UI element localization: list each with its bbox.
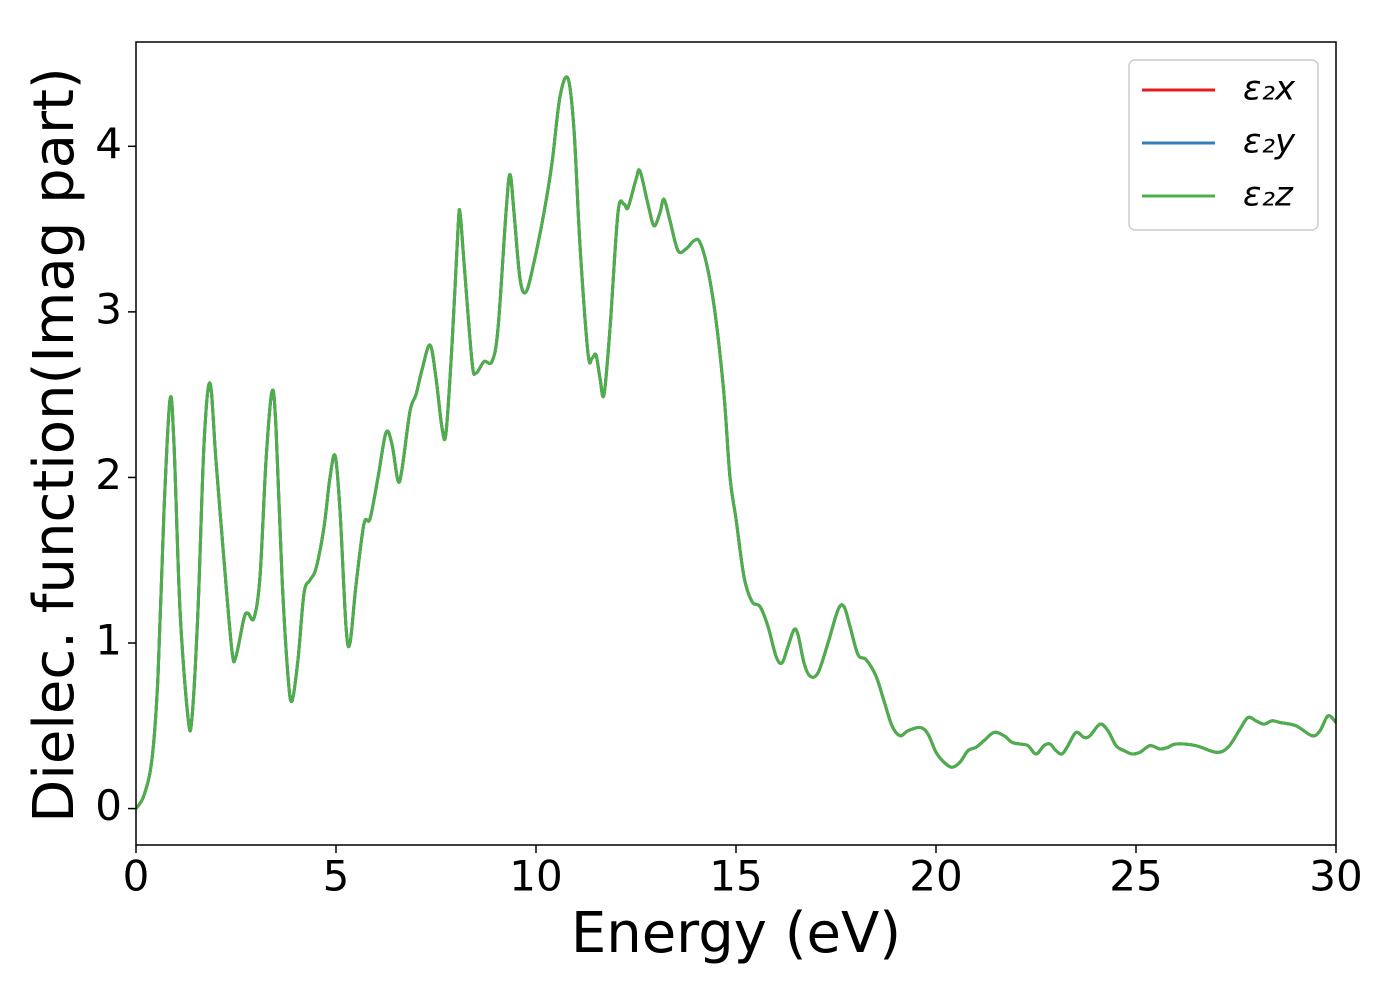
plot-frame <box>135 41 1337 846</box>
y-axis-label: Dielec. function(Imag part) <box>22 67 87 823</box>
y-tick-label: 4 <box>95 119 122 168</box>
series-line <box>136 75 1336 810</box>
x-tick-label: 30 <box>1309 852 1362 901</box>
y-tick-label: 3 <box>95 284 122 333</box>
x-tick-label: 0 <box>123 852 150 901</box>
y-tick-label: 2 <box>95 450 122 499</box>
y-tick-label: 1 <box>95 616 122 665</box>
y-tick-label: 0 <box>95 781 122 830</box>
legend-label: ε₂z <box>1243 175 1294 215</box>
legend-label: ε₂x <box>1243 69 1296 109</box>
x-tick-label: 5 <box>323 852 350 901</box>
x-tick-label: 25 <box>1109 852 1162 901</box>
x-tick-label: 20 <box>909 852 962 901</box>
x-tick-label: 15 <box>709 852 762 901</box>
legend-label: ε₂y <box>1243 122 1296 162</box>
x-axis-label: Energy (eV) <box>571 901 901 966</box>
x-tick-label: 10 <box>509 852 562 901</box>
legend-box <box>1128 59 1319 231</box>
